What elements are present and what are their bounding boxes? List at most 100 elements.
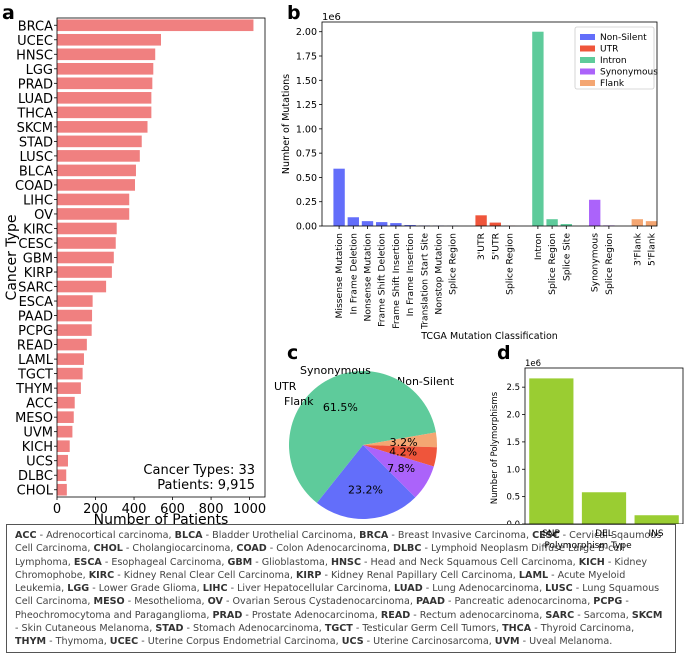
bar-synonymous-synonymous	[589, 199, 601, 226]
tick-label-dlbc: DLBC	[18, 469, 53, 484]
panel-label-b: b	[287, 2, 301, 24]
y-tick-label: 2.0	[506, 411, 520, 421]
y-axis-label-d: Number of Polymorphisms	[490, 391, 500, 504]
abbr-name: - Acute Myeloid Leukemia,	[15, 569, 626, 595]
tick-label-gbm: GBM	[23, 252, 53, 267]
abbr-code: OV	[207, 596, 223, 608]
tick-label-laml: LAML	[18, 353, 54, 368]
abbr-name: - Pheochromocytoma and Paraganglioma,	[15, 596, 629, 621]
bar-ins	[634, 515, 679, 524]
abbr-code: PAAD	[415, 596, 445, 608]
abbr-name: - Colon Adenocarcinoma,	[266, 543, 393, 555]
bar-chol	[57, 483, 67, 496]
tick-label-hnsc: HNSC	[16, 48, 53, 63]
abbr-code: LGG	[67, 583, 90, 595]
tick-label-sarc: SARC	[18, 281, 53, 296]
x-tick-label: Nonsense Mutation	[363, 233, 374, 322]
panel-label-c: c	[287, 342, 298, 364]
slice-flank	[363, 432, 437, 448]
tick-label-tgct: TGCT	[17, 368, 53, 383]
abbr-name: - Head and Neck Squamous Cell Carcinoma,	[361, 556, 579, 568]
scale-label-d: 1e6	[525, 359, 541, 369]
abbr-name: - Cervical Sqaumous Cell Carcinoma,	[15, 530, 662, 555]
abbr-name: - Lung Squamous Cell Carcinoma,	[15, 583, 660, 608]
y-axis-label-b: Number of Mutations	[281, 74, 292, 174]
slice-label-synonymous: Synonymous	[300, 364, 371, 377]
abbr-name: - Pancreatic adenocarcinoma,	[444, 596, 594, 608]
bar-laml	[57, 353, 84, 365]
abbr-code: SKCM	[631, 609, 663, 621]
abbr-name: - Lymphoid Neoplasm Diffuse Large B-cell…	[15, 543, 625, 568]
abbr-name: - Esophageal Carcinoma,	[101, 556, 228, 568]
bar-pcpg	[57, 324, 92, 336]
bar-lusc	[57, 150, 140, 162]
y-tick-label: 0.75	[296, 149, 317, 160]
bar-skcm	[57, 121, 148, 133]
tick-label-cesc: CESC	[18, 237, 53, 252]
abbr-code: DLBC	[392, 543, 422, 555]
tick-label-lihc: LIHC	[23, 193, 53, 208]
x-tick-label: In Frame Deletion	[348, 233, 359, 315]
bar-intron-splice-region	[546, 219, 558, 226]
bar-coad	[57, 179, 135, 191]
tick-label-kirp: KIRP	[24, 266, 53, 281]
abbr-name: - Kidney Renal Papillary Cell Carcinoma,	[321, 569, 519, 581]
x-tick-label: In Frame Insertion	[405, 233, 416, 317]
abbr-name: - Rectum adenocarcinoma,	[410, 609, 546, 621]
bar-lihc	[57, 193, 130, 206]
bar-snp	[529, 378, 574, 524]
abbr-name: - Ovarian Serous Cystadenocarcinoma,	[222, 596, 416, 608]
abbr-name: - Glioblastoma,	[252, 556, 331, 568]
tick-label-thym: THYM	[15, 382, 53, 397]
slice-label-utr: UTR	[274, 380, 297, 393]
bar-sarc	[57, 280, 107, 293]
bar-uvm	[57, 425, 73, 438]
bar-utr-3-utr	[475, 215, 487, 226]
bar-tgct	[57, 367, 83, 380]
abbr-code: LUSC	[545, 583, 573, 595]
bar-ucs	[57, 454, 68, 467]
bar-non-silent-in-frame-deletion	[347, 217, 359, 226]
legend-label-synonymous: Synonymous	[600, 68, 658, 78]
abbr-name: - Kidney Chromophobe,	[15, 556, 648, 581]
bar-acc	[57, 396, 75, 409]
legend-label-intron: Intron	[600, 56, 627, 66]
abbr-code: PCPG	[593, 596, 623, 608]
legend-swatch-utr	[580, 45, 595, 52]
bar-thca	[57, 106, 152, 119]
pct-label-non-silent: 23.2%	[348, 483, 383, 496]
x-tick-label: Intron	[533, 233, 544, 260]
abbr-code: COAD	[236, 543, 267, 555]
axes-frame-d	[524, 367, 684, 524]
slice-utr	[363, 445, 437, 467]
x-tick-label: 5'Flank	[647, 232, 658, 266]
abbr-code: UCEC	[109, 636, 139, 648]
abbr-name: - Stomach Adenocarcinoma,	[183, 623, 325, 635]
tick-label-prad: PRAD	[18, 77, 53, 92]
axes-frame-a	[56, 17, 266, 498]
slice-intron	[289, 371, 436, 503]
bar-utr-5-utr	[489, 222, 501, 226]
x-tick-label: 1000	[233, 502, 266, 517]
tick-label-read: READ	[17, 339, 53, 354]
bar-read	[57, 338, 87, 351]
bar-non-silent-nonsense-mutation	[361, 221, 374, 226]
x-axis-label-b: TCGA Mutation Classification	[420, 331, 558, 342]
bar-lgg	[57, 62, 154, 75]
y-tick-label: 0.25	[296, 197, 317, 208]
x-tick-label: 400	[122, 502, 147, 517]
abbr-code: STAD	[155, 623, 184, 635]
abbr-name: - Lung Adenocarcinoma,	[422, 583, 546, 595]
y-tick-label: 0.00	[296, 222, 317, 233]
pct-label-flank: 3.2%	[390, 436, 418, 449]
abbr-name: - Breast Invasive Carcinoma,	[388, 530, 533, 541]
bar-dlbc	[57, 469, 67, 482]
y-tick-label: 0.50	[296, 173, 317, 184]
bar-ov	[57, 208, 130, 220]
tick-label-thca: THCA	[16, 106, 53, 121]
abbr-code: PRAD	[212, 609, 243, 621]
bar-non-silent-in-frame-insertion	[404, 225, 416, 226]
x-tick-label: 5'UTR	[490, 232, 501, 260]
x-tick-label: 0	[53, 502, 61, 517]
abbr-code: KIRC	[88, 569, 115, 581]
